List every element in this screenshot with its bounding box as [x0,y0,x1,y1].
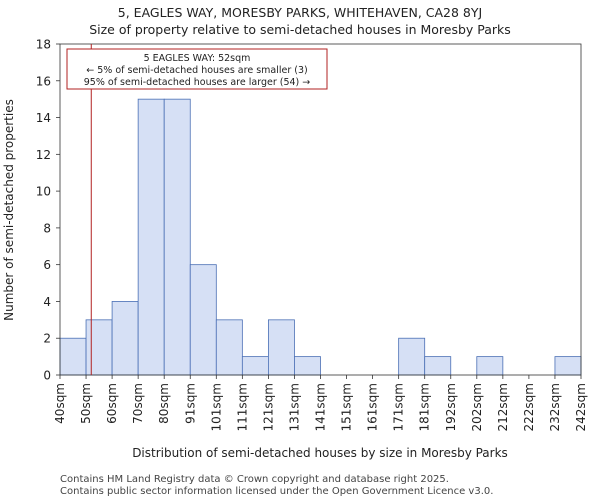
bar-171sqm [398,337,426,376]
annotation-line-1: 5 EAGLES WAY: 52sqm [144,53,251,64]
y-tick-label: 2 [43,332,51,346]
bars-group [59,98,582,376]
bar-121sqm [267,319,295,376]
bar-202sqm [476,356,504,376]
x-axis-label: Distribution of semi-detached houses by … [132,446,508,460]
footer-line-1: Contains HM Land Registry data © Crown c… [60,474,449,485]
y-tick-label: 0 [43,369,51,383]
x-tick-label: 222sqm [522,383,536,431]
annotation-box [66,48,328,90]
x-tick-label: 40sqm [53,383,67,424]
x-tick-label: 111sqm [235,383,249,431]
x-tick-label: 212sqm [496,383,510,431]
y-tick-label: 4 [43,295,51,309]
y-tick-label: 14 [36,111,51,125]
annotation-line-3: 95% of semi-detached houses are larger (… [84,77,311,88]
x-tick-label: 131sqm [287,383,301,431]
y-tick-label: 12 [36,148,51,162]
x-tick-label: 151sqm [340,383,354,431]
bar-70sqm [137,98,165,376]
x-tick-label: 121sqm [261,383,275,431]
x-tick-label: 80sqm [157,383,171,424]
x-tick-label: 192sqm [444,383,458,431]
x-tick-label: 171sqm [392,383,406,431]
y-axis: 0 2 4 6 8 10 12 14 16 18 [36,38,60,383]
y-axis-label: Number of semi-detached properties [2,99,16,321]
chart-title: 5, EAGLES WAY, MORESBY PARKS, WHITEHAVEN… [118,5,482,20]
bar-131sqm [294,356,321,376]
bar-232sqm [554,356,582,376]
y-tick-label: 6 [43,258,51,272]
y-tick-label: 10 [36,185,51,199]
bar-111sqm [241,356,269,376]
bar-80sqm [163,98,191,376]
x-tick-label: 101sqm [209,383,223,431]
chart-subtitle: Size of property relative to semi-detach… [89,22,511,37]
x-tick-label: 141sqm [314,383,328,431]
x-tick-label: 60sqm [105,383,119,424]
bar-101sqm [215,319,243,376]
bar-60sqm [111,301,139,376]
y-tick-label: 8 [43,221,51,235]
plot-frame [59,43,582,376]
x-tick-label: 50sqm [79,383,93,424]
x-tick-label: 91sqm [183,383,197,424]
x-tick-label: 70sqm [131,383,145,424]
x-tick-label: 181sqm [418,383,432,431]
y-tick-label: 16 [36,74,51,88]
annotation-line-2: ← 5% of semi-detached houses are smaller… [86,65,307,76]
footer-line-2: Contains public sector information licen… [60,486,493,497]
x-tick-label: 242sqm [574,383,588,431]
bar-181sqm [424,356,452,376]
x-tick-label: 161sqm [366,383,380,431]
bar-40sqm [59,337,87,376]
bar-50sqm [85,319,113,376]
x-axis: 40sqm 50sqm 60sqm 70sqm 80sqm 91sqm 101sqm 111s… [53,375,588,431]
x-tick-label: 202sqm [470,383,484,431]
x-tick-label: 232sqm [548,383,562,431]
bar-91sqm [189,264,217,376]
y-tick-label: 18 [36,38,51,52]
